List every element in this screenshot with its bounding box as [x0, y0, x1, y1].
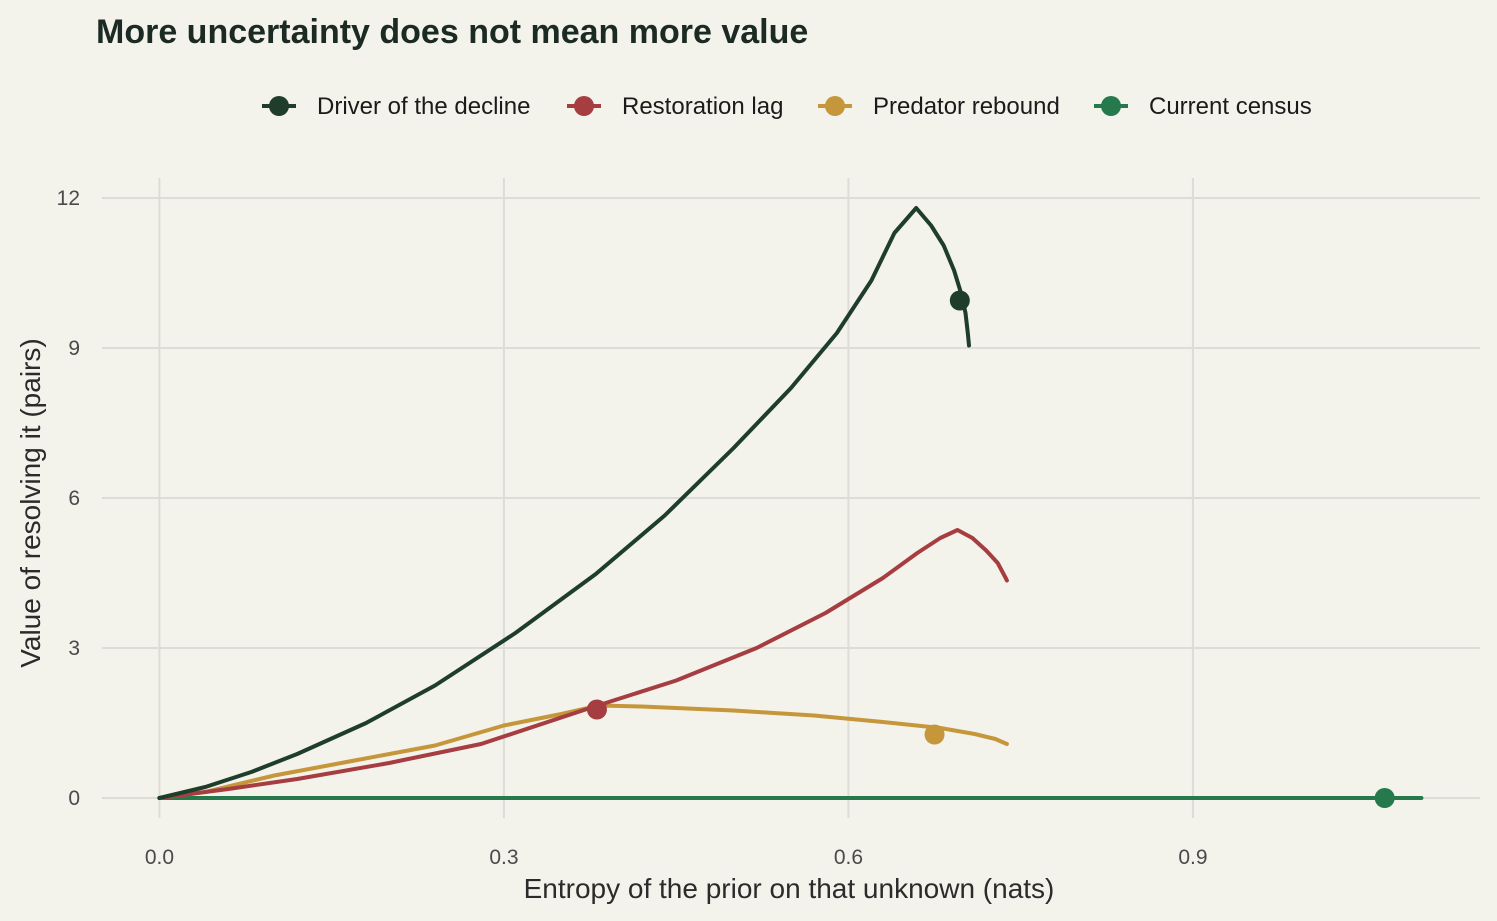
legend-label: Driver of the decline [317, 93, 530, 120]
x-axis-ticks: 0.0 0.3 0.6 0.9 [145, 846, 1208, 869]
y-axis-label: Value of resolving it (pairs) [15, 338, 46, 667]
x-tick-label: 0.6 [834, 846, 863, 869]
legend: Driver of the decline Restoration lag Pred… [262, 93, 1312, 120]
y-axis-ticks: 0 3 6 9 12 [57, 187, 80, 810]
legend-label: Predator rebound [873, 93, 1060, 120]
legend-label: Current census [1149, 93, 1312, 120]
y-tick-label: 9 [68, 337, 80, 360]
gridlines [102, 178, 1480, 818]
legend-item-2: Restoration lag [567, 93, 783, 120]
y-tick-label: 6 [68, 487, 80, 510]
series-line-3 [157, 703, 1009, 800]
series-marker-1 [949, 290, 970, 311]
series-marker-3 [924, 724, 945, 745]
x-tick-label: 0.0 [145, 846, 174, 869]
legend-swatch-marker [269, 96, 289, 116]
legend-swatch-marker [825, 96, 845, 116]
legend-item-4: Current census [1094, 93, 1312, 120]
series-lines [157, 206, 1424, 800]
series-marker-4 [1374, 788, 1395, 808]
legend-item-1: Driver of the decline [262, 93, 530, 120]
series-marker-2 [586, 699, 607, 720]
y-tick-label: 12 [57, 187, 80, 210]
x-tick-label: 0.3 [489, 846, 518, 869]
legend-label: Restoration lag [622, 93, 783, 120]
series-line-1 [157, 206, 971, 800]
legend-item-3: Predator rebound [818, 93, 1060, 120]
legend-swatch-marker [574, 96, 594, 116]
y-tick-label: 0 [68, 787, 80, 810]
x-tick-label: 0.9 [1178, 846, 1207, 869]
legend-swatch-marker [1101, 96, 1121, 116]
y-tick-label: 3 [68, 637, 80, 660]
chart-title: More uncertainty does not mean more valu… [96, 13, 808, 51]
x-axis-label: Entropy of the prior on that unknown (na… [524, 873, 1055, 904]
series-markers [586, 290, 1395, 808]
series-line-2 [157, 528, 1009, 800]
